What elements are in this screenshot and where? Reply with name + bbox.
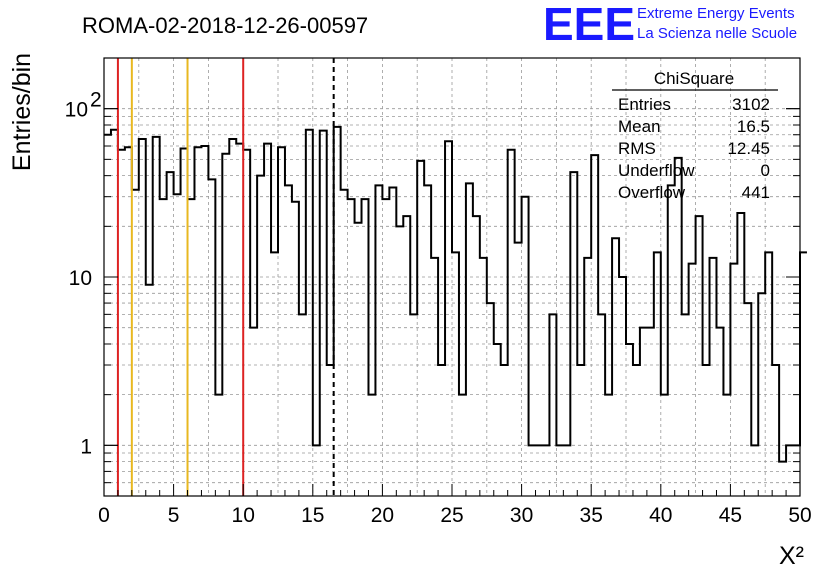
logo-line-1: Extreme Energy Events [637,5,795,22]
axis-ticks [103,108,801,496]
stats-box: ChiSquare Entries 3102 Mean 16.5 RMS 12.45 Und… [612,69,778,202]
y-tick-label: 10 [65,99,88,122]
stats-row-value: 12.45 [727,139,770,158]
x-tick-label: 5 [168,504,180,527]
stats-row-label: Entries [618,95,671,114]
x-tick-label: 25 [440,504,463,527]
y-axis-label: Entries/bin [8,53,36,171]
y-tick-label: 10 [69,267,92,290]
x-axis-label: X² [779,542,804,570]
stats-rows: Entries 3102 Mean 16.5 RMS 12.45 Underflow 0 Ove… [618,95,770,202]
y-tick-label: 1 [80,435,92,458]
x-tick-labels: 0 5 10 15 20 25 30 35 40 45 50 [98,504,812,527]
x-tick-label: 35 [580,504,603,527]
stats-row-value: 441 [742,183,770,202]
stats-row-label: Overflow [618,183,686,202]
page-title: ROMA-02-2018-12-26-00597 [82,13,368,38]
stats-row-value: 16.5 [737,117,770,136]
stats-row-label: RMS [618,139,656,158]
x-tick-label: 40 [649,504,672,527]
stats-row-label: Mean [618,117,661,136]
x-tick-label: 15 [301,504,324,527]
x-tick-label: 0 [98,504,110,527]
x-tick-label: 45 [719,504,742,527]
histogram [104,125,807,463]
stats-title: ChiSquare [654,69,734,88]
eee-logo: EEE Extreme Energy Events La Scienza nel… [543,0,797,50]
x-tick-label: 50 [788,504,811,527]
stats-row-label: Underflow [618,161,695,180]
logo-line-2: La Scienza nelle Scuole [637,25,797,42]
x-tick-label: 20 [371,504,394,527]
logo-mark: EEE [543,0,635,50]
y-tick-label-exponent: 2 [90,89,102,112]
histogram-line [104,125,807,463]
x-tick-label: 10 [232,504,255,527]
x-tick-label: 30 [510,504,533,527]
stats-row-value: 3102 [732,95,770,114]
stats-row-value: 0 [761,161,770,180]
grid [104,58,800,496]
